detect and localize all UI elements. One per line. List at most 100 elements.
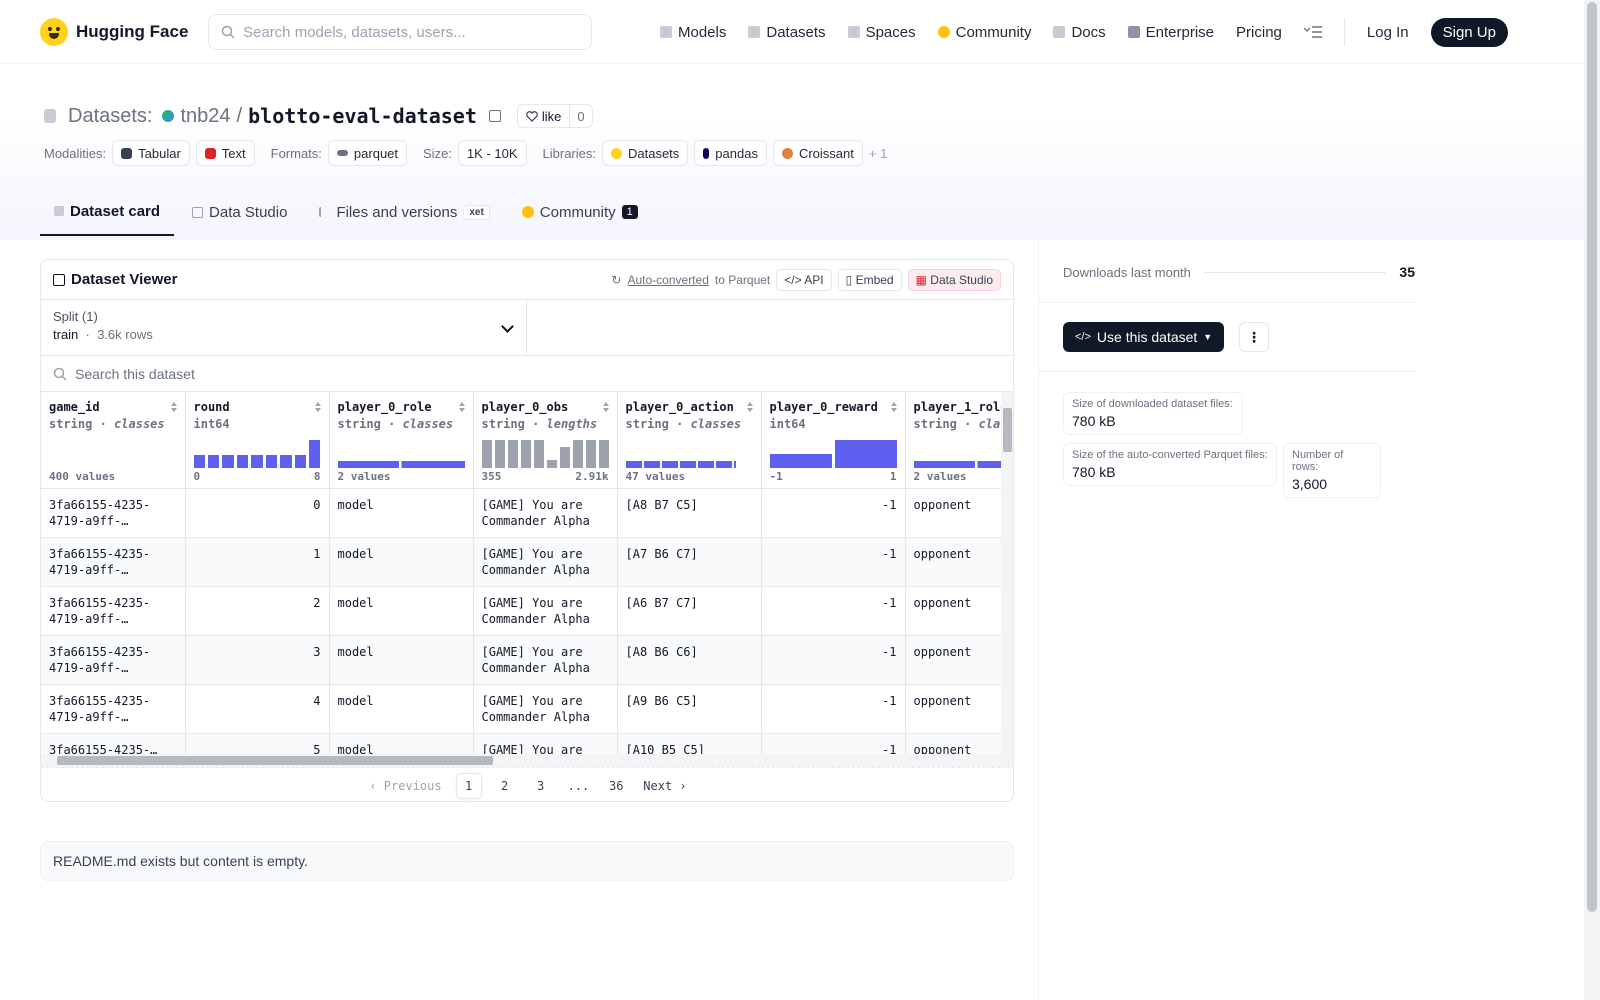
cell-round[interactable]: 2 (185, 586, 330, 636)
histogram-bar[interactable] (572, 440, 583, 468)
cell-round[interactable]: 1 (185, 537, 330, 587)
cell-player-0-obs[interactable]: [GAME] You are Commander Alpha i… (473, 684, 618, 734)
cell-player-0-action[interactable]: [A10 B5 C5] (617, 733, 762, 754)
signup-button[interactable]: Sign Up (1430, 17, 1508, 47)
api-button[interactable]: </> API (776, 268, 832, 291)
nav-docs[interactable]: Docs (1053, 24, 1106, 41)
cell-player-0-action[interactable]: [A7 B6 C7] (617, 537, 762, 587)
cell-round[interactable]: 5 (185, 733, 330, 754)
histogram-bar[interactable] (265, 455, 278, 468)
home-logo[interactable]: Hugging Face (40, 17, 188, 46)
cell-player-0-obs[interactable]: [GAME] You are Commander Alpha i… (473, 586, 618, 636)
cell-player-1-role[interactable]: opponent (905, 537, 1001, 587)
horizontal-scrollbar[interactable] (41, 754, 1013, 767)
dataset-name[interactable]: blotto-eval-dataset (248, 104, 477, 128)
column-header-player-0-role[interactable]: player_0_role string · classes 2 values (329, 392, 474, 489)
dataset-search-input[interactable]: Search this dataset (41, 356, 1013, 392)
global-search-input[interactable]: Search models, datasets, users... (208, 14, 592, 50)
cell-player-1-role[interactable]: opponent (905, 684, 1001, 734)
column-header-player-0-action[interactable]: player_0_action string · classes 47 values (617, 392, 762, 489)
tag-tabular[interactable]: Tabular (112, 140, 190, 166)
login-link[interactable]: Log In (1367, 24, 1409, 41)
cell-player-0-action[interactable]: [A6 B7 C7] (617, 586, 762, 636)
tab-data-studio[interactable]: Data Studio (178, 188, 301, 236)
nav-more-menu[interactable] (1303, 26, 1322, 38)
cell-player-0-role[interactable]: model (329, 684, 474, 734)
page-1-button[interactable]: 1 (455, 772, 482, 799)
next-page-button[interactable]: Next › (643, 778, 687, 793)
tab-dataset-card[interactable]: Dataset card (40, 188, 175, 236)
cell-game-id[interactable]: 3fa66155-4235-4719-a9ff-… (41, 537, 186, 587)
histogram-bar[interactable] (280, 455, 292, 468)
histogram-bar[interactable] (546, 459, 557, 468)
tag-croissant[interactable]: Croissant (772, 140, 863, 166)
cell-player-0-reward[interactable]: -1 (761, 586, 906, 636)
sort-icon[interactable] (170, 402, 177, 412)
cell-player-0-reward[interactable]: -1 (761, 488, 906, 538)
tag-parquet[interactable]: parquet (327, 140, 408, 166)
cell-player-0-role[interactable]: model (329, 488, 474, 538)
cell-player-1-role[interactable]: opponent (905, 488, 1001, 538)
histogram-bar[interactable] (481, 440, 492, 468)
tag-size[interactable]: 1K - 10K (457, 140, 527, 166)
cell-player-0-obs[interactable]: [GAME] You are Commander Alpha i… (473, 488, 618, 538)
auto-converted-link[interactable]: Auto-converted (627, 272, 709, 287)
cell-game-id[interactable]: 3fa66155-4235-4719-a9ff-… (41, 635, 186, 685)
cell-game-id[interactable]: 3fa66155-4235-… (41, 733, 186, 754)
sort-icon[interactable] (602, 402, 609, 412)
sort-icon[interactable] (746, 402, 753, 412)
histogram-bar[interactable] (598, 440, 609, 468)
histogram-bar[interactable] (559, 447, 570, 468)
cell-player-1-role[interactable]: opponent (905, 733, 1001, 754)
cell-game-id[interactable]: 3fa66155-4235-4719-a9ff-… (41, 488, 186, 538)
histogram-bar[interactable] (236, 455, 249, 468)
histogram-bar[interactable] (309, 440, 321, 468)
nav-pricing[interactable]: Pricing (1236, 24, 1282, 41)
more-libraries[interactable]: + 1 (868, 145, 888, 161)
cell-player-1-role[interactable]: opponent (905, 635, 1001, 685)
tag-datasets[interactable]: Datasets (601, 140, 689, 166)
table-row[interactable]: 3fa66155-4235-… 5 model [GAME] You are [A10 … (41, 733, 1001, 754)
split-select[interactable]: Split (1) train · 3.6k rows (41, 300, 527, 355)
cell-player-0-role[interactable]: model (329, 537, 474, 587)
cell-round[interactable]: 4 (185, 684, 330, 734)
tab-community[interactable]: Community 1 (508, 188, 652, 236)
cell-game-id[interactable]: 3fa66155-4235-4719-a9ff-… (41, 586, 186, 636)
table-row[interactable]: 3fa66155-4235-4719-a9ff-… 1 model [GAME] Yo… (41, 537, 1001, 587)
cell-player-0-role[interactable]: model (329, 635, 474, 685)
histogram-bar[interactable] (494, 440, 505, 468)
column-header-round[interactable]: round int64 0 8 (185, 392, 330, 489)
nav-spaces[interactable]: Spaces (847, 24, 916, 41)
breadcrumb-datasets[interactable]: Datasets: (68, 104, 153, 127)
histogram-bar[interactable] (507, 440, 518, 468)
cell-player-0-obs[interactable]: [GAME] You are Commander Alpha i… (473, 537, 618, 587)
class-distribution-bar[interactable] (337, 461, 465, 468)
cell-game-id[interactable]: 3fa66155-4235-4719-a9ff-… (41, 684, 186, 734)
cell-player-0-action[interactable]: [A8 B6 C6] (617, 635, 762, 685)
use-this-dataset-button[interactable]: </> Use this dataset ▼ (1063, 322, 1225, 352)
breadcrumb-owner[interactable]: tnb24 (180, 104, 231, 127)
embed-button[interactable]: ▯ Embed (837, 268, 902, 291)
sort-icon[interactable] (458, 402, 465, 412)
page-scrollbar[interactable] (1584, 0, 1600, 1000)
column-header-player-0-obs[interactable]: player_0_obs string · lengths 355 2.91k (473, 392, 618, 489)
column-header-game-id[interactable]: game_id string · classes 400 values (41, 392, 186, 489)
histogram-bar[interactable] (207, 455, 220, 468)
nav-enterprise[interactable]: Enterprise (1127, 24, 1214, 41)
data-studio-button[interactable]: ▦ Data Studio (907, 268, 1001, 291)
cell-round[interactable]: 3 (185, 635, 330, 685)
cell-player-0-reward[interactable]: -1 (761, 733, 906, 754)
table-row[interactable]: 3fa66155-4235-4719-a9ff-… 4 model [GAME] Yo… (41, 684, 1001, 734)
tag-pandas[interactable]: pandas (694, 140, 767, 166)
tag-text[interactable]: Text (195, 140, 255, 166)
histogram-bar[interactable] (585, 440, 596, 468)
nav-datasets[interactable]: Datasets (748, 24, 826, 41)
page-36-button[interactable]: 36 (609, 778, 624, 793)
histogram-bar[interactable] (294, 455, 306, 468)
nav-community[interactable]: Community (937, 24, 1031, 41)
cell-player-0-obs[interactable]: [GAME] You are (473, 733, 618, 754)
table-row[interactable]: 3fa66155-4235-4719-a9ff-… 2 model [GAME] Yo… (41, 586, 1001, 636)
cell-player-0-action[interactable]: [A8 B7 C5] (617, 488, 762, 538)
class-distribution-bar[interactable] (625, 461, 736, 468)
